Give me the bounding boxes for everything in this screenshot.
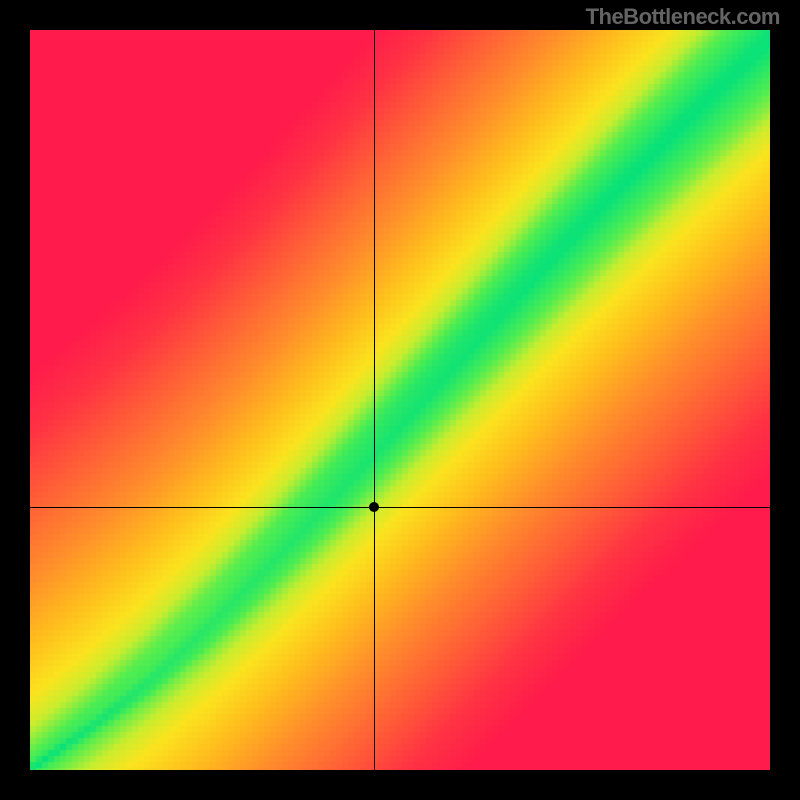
watermark-label: TheBottleneck.com <box>586 4 780 30</box>
crosshair-horizontal <box>30 507 770 508</box>
heatmap-plot <box>30 30 770 770</box>
selection-marker <box>369 502 379 512</box>
heatmap-canvas <box>30 30 770 770</box>
crosshair-vertical <box>374 30 375 770</box>
chart-frame: TheBottleneck.com <box>0 0 800 800</box>
